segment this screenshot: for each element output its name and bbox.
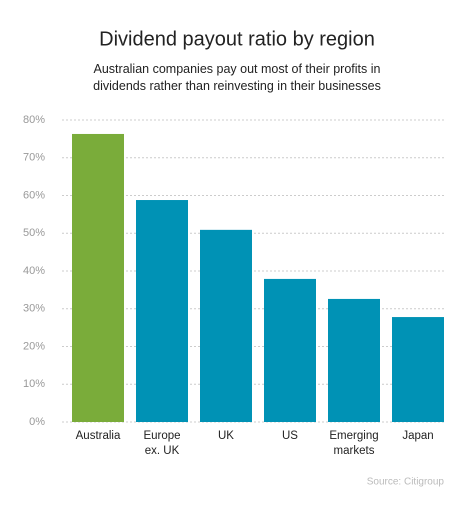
y-tick-label: 10% — [23, 378, 45, 390]
bar — [264, 278, 316, 422]
chart-title: Dividend payout ratio by region — [99, 28, 375, 50]
y-tick-label: 50% — [23, 227, 45, 239]
y-tick-label: 80% — [23, 114, 45, 126]
y-tick-label: 30% — [23, 303, 45, 315]
x-tick-label: Europe ex. UK — [143, 430, 180, 457]
y-tick-label: 60% — [23, 189, 45, 201]
bar — [328, 298, 380, 422]
chart-subtitle: Australian companies pay out most of the… — [93, 62, 381, 93]
y-tick-label: 0% — [29, 416, 45, 428]
bar — [136, 200, 188, 422]
source-note: Source: Citigroup — [367, 477, 445, 488]
x-tick-label: Japan — [402, 430, 433, 442]
x-tick-label: Emerging markets — [329, 430, 378, 457]
y-tick-label: 40% — [23, 265, 45, 277]
bar — [72, 133, 124, 422]
y-tick-label: 20% — [23, 340, 45, 352]
x-tick-label: UK — [218, 430, 234, 442]
bar — [200, 229, 252, 422]
x-tick-label: Australia — [76, 430, 121, 442]
y-tick-label: 70% — [23, 152, 45, 164]
bar — [392, 317, 444, 422]
x-tick-label: US — [282, 430, 298, 442]
